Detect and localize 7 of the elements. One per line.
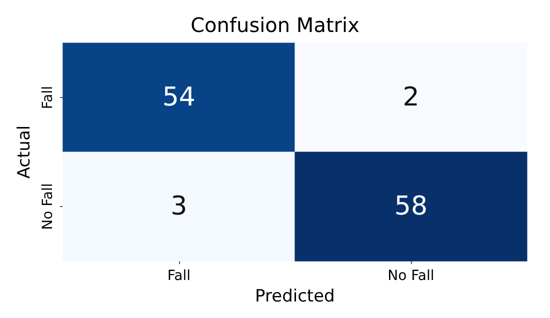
y-axis-title: Actual bbox=[14, 125, 34, 179]
data-label: 2 bbox=[402, 82, 420, 113]
data-label: 58 bbox=[394, 192, 428, 222]
x-axis-title: Predicted bbox=[255, 286, 335, 306]
data-label: 3 bbox=[170, 192, 188, 222]
chart-title: Confusion Matrix bbox=[190, 13, 360, 37]
data-label: 54 bbox=[162, 82, 196, 113]
